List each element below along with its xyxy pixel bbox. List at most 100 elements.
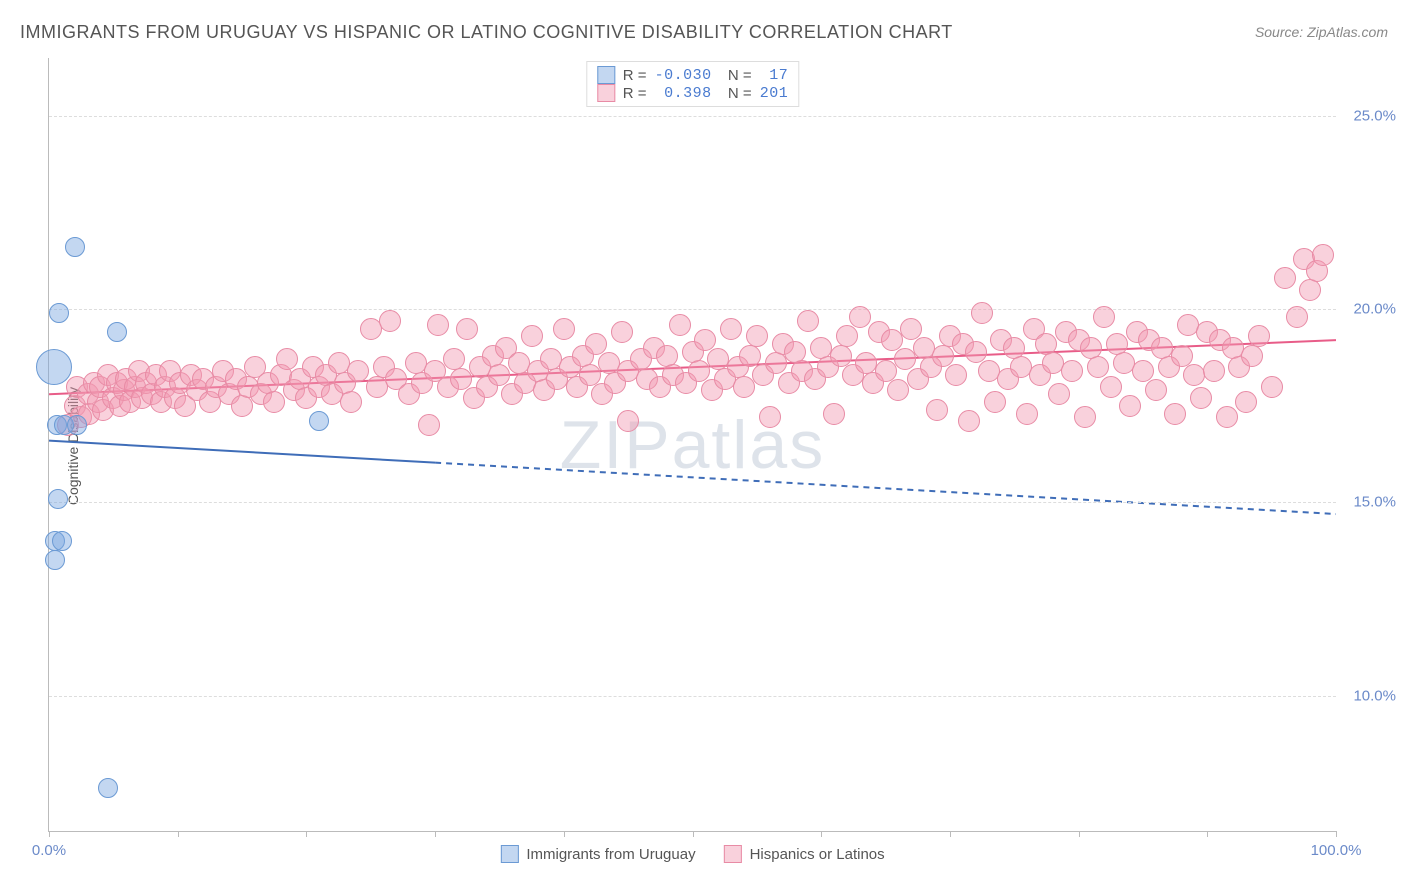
x-tick — [49, 831, 50, 837]
blue-point — [48, 489, 68, 509]
pink-point — [340, 391, 362, 413]
pink-point — [1261, 376, 1283, 398]
pink-point — [379, 310, 401, 332]
pink-point — [746, 325, 768, 347]
pink-point — [450, 368, 472, 390]
pink-point — [900, 318, 922, 340]
plot-area: ZIPatlas R = -0.030 N = 17 R = 0.398 N = 20… — [48, 58, 1336, 832]
series-legend-item: Hispanics or Latinos — [724, 845, 885, 863]
x-tick — [950, 831, 951, 837]
pink-point — [1171, 345, 1193, 367]
pink-point — [720, 318, 742, 340]
pink-point — [881, 329, 903, 351]
blue-point — [65, 237, 85, 257]
pink-point — [263, 391, 285, 413]
pink-point — [797, 310, 819, 332]
pink-point — [1074, 406, 1096, 428]
legend-swatch — [500, 845, 518, 863]
pink-point — [958, 410, 980, 432]
pink-point — [1119, 395, 1141, 417]
pink-point — [894, 348, 916, 370]
series-legend: Immigrants from Uruguay Hispanics or Lati… — [500, 845, 884, 863]
blue-point — [309, 411, 329, 431]
watermark: ZIPatlas — [560, 406, 825, 484]
pink-point — [456, 318, 478, 340]
pink-point — [1190, 387, 1212, 409]
pink-point — [521, 325, 543, 347]
pink-point — [427, 314, 449, 336]
x-tick-label: 100.0% — [1311, 842, 1362, 859]
pink-point — [875, 360, 897, 382]
blue-point — [52, 531, 72, 551]
pink-point — [971, 302, 993, 324]
correlation-legend: R = -0.030 N = 17 R = 0.398 N = 201 — [586, 61, 799, 107]
pink-point — [932, 345, 954, 367]
pink-point — [1299, 279, 1321, 301]
pink-point — [488, 364, 510, 386]
pink-point — [984, 391, 1006, 413]
pink-point — [694, 329, 716, 351]
pink-point — [887, 379, 909, 401]
pink-point — [1016, 403, 1038, 425]
pink-point — [733, 376, 755, 398]
pink-point — [836, 325, 858, 347]
gridline — [49, 696, 1336, 697]
legend-swatch — [597, 84, 615, 102]
pink-point — [945, 364, 967, 386]
x-tick — [306, 831, 307, 837]
pink-point — [765, 352, 787, 374]
series-legend-label: Hispanics or Latinos — [750, 846, 885, 863]
series-legend-item: Immigrants from Uruguay — [500, 845, 695, 863]
y-tick-label: 10.0% — [1353, 687, 1396, 704]
pink-point — [759, 406, 781, 428]
pink-point — [1100, 376, 1122, 398]
pink-point — [1048, 383, 1070, 405]
pink-point — [617, 410, 639, 432]
r-label: R = — [623, 85, 647, 102]
pink-point — [669, 314, 691, 336]
trend-overlay — [49, 58, 1336, 831]
gridline — [49, 116, 1336, 117]
gridline — [49, 502, 1336, 503]
chart-title: IMMIGRANTS FROM URUGUAY VS HISPANIC OR L… — [20, 22, 953, 43]
pink-point — [611, 321, 633, 343]
x-tick — [178, 831, 179, 837]
pink-point — [1087, 356, 1109, 378]
n-value: 17 — [760, 67, 789, 84]
pink-point — [1132, 360, 1154, 382]
r-value: -0.030 — [655, 67, 712, 84]
pink-point — [418, 414, 440, 436]
series-legend-label: Immigrants from Uruguay — [526, 846, 695, 863]
chart-container: IMMIGRANTS FROM URUGUAY VS HISPANIC OR L… — [0, 0, 1406, 892]
correlation-legend-row: R = -0.030 N = 17 — [597, 66, 788, 84]
blue-point — [107, 322, 127, 342]
pink-point — [553, 318, 575, 340]
pink-point — [1286, 306, 1308, 328]
pink-point — [1235, 391, 1257, 413]
x-tick — [1336, 831, 1337, 837]
gridline — [49, 309, 1336, 310]
r-value: 0.398 — [655, 85, 712, 102]
x-tick — [693, 831, 694, 837]
blue-point — [67, 415, 87, 435]
x-tick — [1079, 831, 1080, 837]
pink-point — [830, 345, 852, 367]
n-label: N = — [720, 85, 752, 102]
x-tick-label: 0.0% — [32, 842, 66, 859]
pink-point — [1164, 403, 1186, 425]
source-attribution: Source: ZipAtlas.com — [1255, 24, 1388, 40]
pink-point — [926, 399, 948, 421]
pink-point — [965, 341, 987, 363]
blue-point — [36, 349, 72, 385]
n-value: 201 — [760, 85, 789, 102]
x-tick — [821, 831, 822, 837]
n-label: N = — [720, 67, 752, 84]
blue-point — [49, 303, 69, 323]
r-label: R = — [623, 67, 647, 84]
blue-trendline-solid — [49, 441, 435, 463]
x-tick — [435, 831, 436, 837]
y-tick-label: 25.0% — [1353, 107, 1396, 124]
blue-point — [45, 550, 65, 570]
blue-trendline-dashed — [435, 463, 1336, 514]
pink-point — [276, 348, 298, 370]
